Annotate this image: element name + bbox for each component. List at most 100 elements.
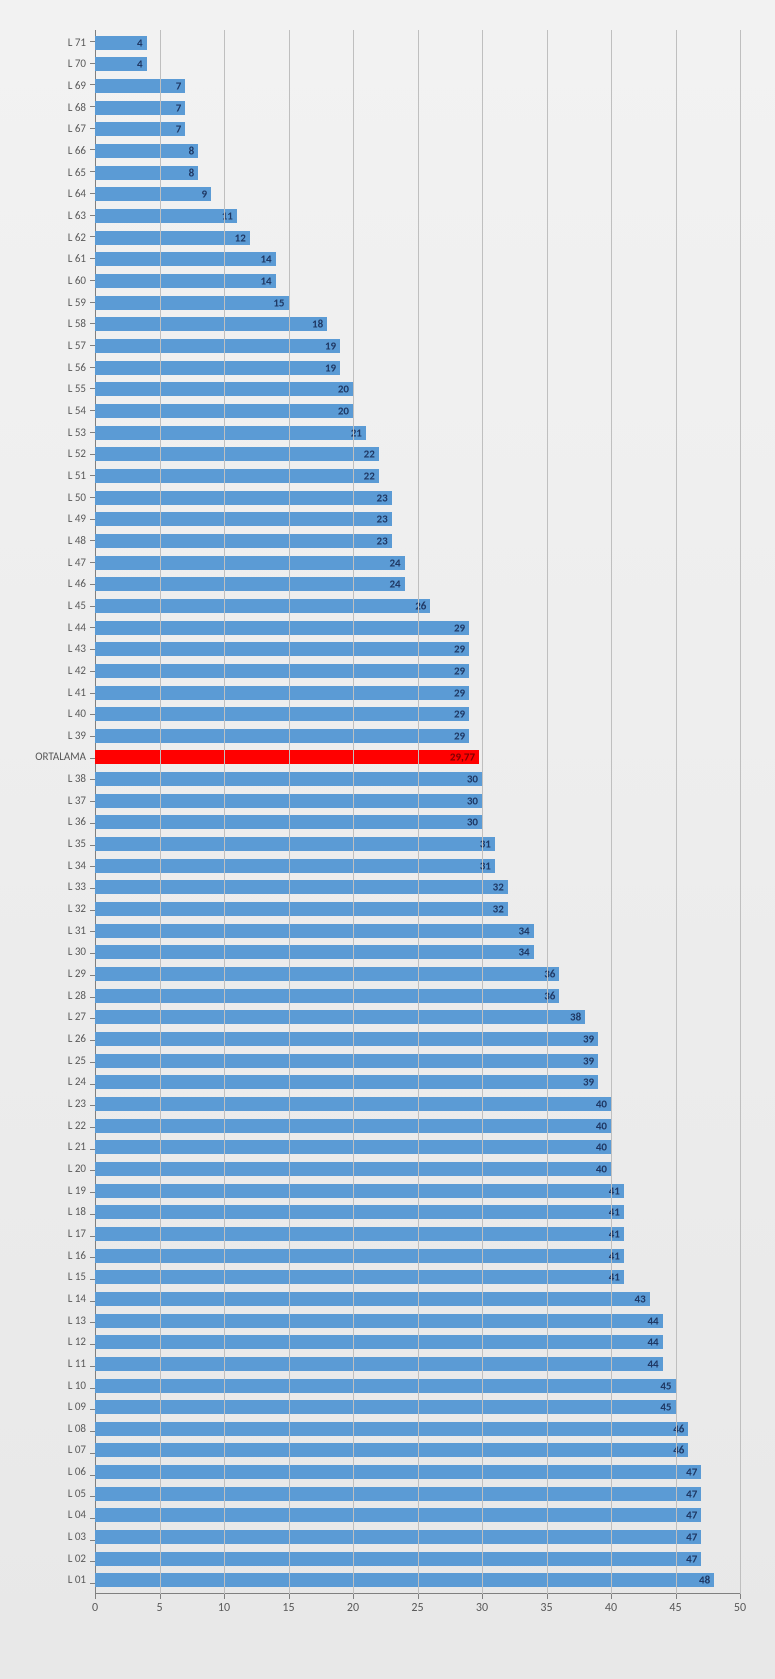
y-axis-category-label: L 36	[10, 815, 92, 829]
bar-value-label: 39	[583, 1033, 594, 1046]
y-tick	[90, 671, 95, 672]
gridline	[418, 30, 419, 1594]
y-tick	[90, 1127, 95, 1128]
y-axis-category-label: L 66	[10, 144, 92, 158]
y-tick	[90, 302, 95, 303]
bar: 7	[95, 101, 185, 115]
bar: 11	[95, 209, 237, 223]
y-tick	[90, 432, 95, 433]
bar-value-label: 23	[377, 534, 388, 547]
y-axis-category-label: L 67	[10, 122, 92, 136]
y-tick	[90, 193, 95, 194]
y-axis-category-label: L 22	[10, 1119, 92, 1133]
y-tick	[90, 1236, 95, 1237]
y-tick	[90, 519, 95, 520]
y-tick	[90, 801, 95, 802]
bar: 8	[95, 144, 198, 158]
y-tick	[90, 106, 95, 107]
y-axis-category-label: L 01	[10, 1573, 92, 1587]
bar-value-label: 47	[686, 1531, 697, 1544]
y-axis-category-label: L 10	[10, 1379, 92, 1393]
y-axis-category-label: L 68	[10, 101, 92, 115]
y-tick	[90, 1496, 95, 1497]
y-axis-category-label: L 40	[10, 707, 92, 721]
y-tick	[90, 171, 95, 172]
bar-value-label: 20	[338, 404, 349, 417]
y-tick	[90, 84, 95, 85]
bar: 24	[95, 577, 405, 591]
y-tick	[90, 1561, 95, 1562]
y-tick	[90, 1062, 95, 1063]
y-axis-category-label: L 34	[10, 859, 92, 873]
bar-value-label: 30	[467, 816, 478, 829]
bar-value-label: 14	[260, 275, 271, 288]
y-axis-category-label: L 59	[10, 296, 92, 310]
y-axis-category-label: L 31	[10, 924, 92, 938]
bar-value-label: 30	[467, 794, 478, 807]
y-axis-category-label: L 38	[10, 772, 92, 786]
bar: 4	[95, 57, 147, 71]
gridline	[160, 30, 161, 1594]
bar: 41	[95, 1205, 624, 1219]
bar: 32	[95, 880, 508, 894]
bar: 15	[95, 296, 289, 310]
y-axis-category-label: L 63	[10, 209, 92, 223]
bar-value-label: 40	[596, 1141, 607, 1154]
bar-value-label: 22	[364, 448, 375, 461]
plot-area: 4477788911121414151819192020212222232323…	[95, 30, 740, 1594]
y-tick	[90, 1149, 95, 1150]
y-axis-category-label: L 13	[10, 1314, 92, 1328]
x-tick	[418, 1594, 419, 1599]
y-tick	[90, 693, 95, 694]
y-axis-category-label: L 60	[10, 274, 92, 288]
bar: 41	[95, 1270, 624, 1284]
y-axis-category-label: L 55	[10, 382, 92, 396]
bar: 32	[95, 902, 508, 916]
bar-value-label: 29	[454, 708, 465, 721]
bar-value-label: 18	[312, 318, 323, 331]
x-tick	[160, 1594, 161, 1599]
y-tick	[90, 562, 95, 563]
bar-value-label: 30	[467, 773, 478, 786]
gridline	[482, 30, 483, 1594]
y-axis-category-label: L 54	[10, 404, 92, 418]
y-axis-category-label: L 61	[10, 252, 92, 266]
y-axis-category-label: L 32	[10, 902, 92, 916]
y-tick	[90, 1409, 95, 1410]
y-axis-category-label: L 53	[10, 426, 92, 440]
y-tick	[90, 627, 95, 628]
gridline	[740, 30, 741, 1594]
y-axis-category-label: L 37	[10, 794, 92, 808]
x-axis-tick-label: 45	[669, 1601, 681, 1615]
gridline	[353, 30, 354, 1594]
y-tick	[90, 1518, 95, 1519]
bar: 29	[95, 621, 469, 635]
y-tick	[90, 1366, 95, 1367]
y-axis-category-label: L 29	[10, 967, 92, 981]
bar-value-label: 8	[189, 145, 195, 158]
y-tick	[90, 1344, 95, 1345]
bar-value-label: 29	[454, 729, 465, 742]
bar-value-label: 23	[377, 491, 388, 504]
bar: 36	[95, 967, 559, 981]
y-tick	[90, 215, 95, 216]
y-axis-category-label: L 07	[10, 1443, 92, 1457]
bar: 31	[95, 837, 495, 851]
bar-value-label: 12	[235, 231, 246, 244]
bar: 7	[95, 122, 185, 136]
bar-value-label: 7	[176, 123, 182, 136]
y-axis-category-label: L 56	[10, 361, 92, 375]
x-axis-tick-label: 0	[92, 1601, 98, 1615]
bar-value-label: 23	[377, 513, 388, 526]
y-tick	[90, 128, 95, 129]
x-axis-tick-label: 5	[156, 1601, 162, 1615]
y-axis-category-label: L 50	[10, 491, 92, 505]
bar-value-label: 19	[325, 361, 336, 374]
y-tick	[90, 910, 95, 911]
y-tick	[90, 1040, 95, 1041]
y-tick	[90, 367, 95, 368]
x-axis-tick-label: 10	[218, 1601, 230, 1615]
bar: 45	[95, 1400, 676, 1414]
y-tick	[90, 649, 95, 650]
x-tick	[482, 1594, 483, 1599]
